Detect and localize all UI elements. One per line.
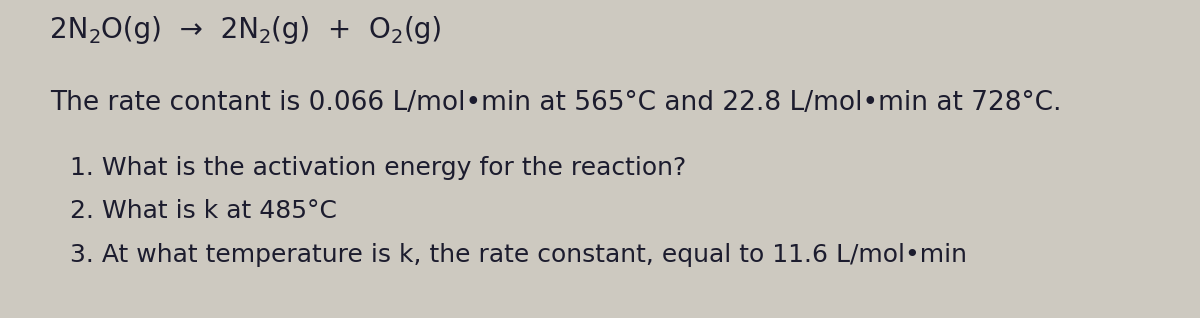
Text: 2. What is k at 485°C: 2. What is k at 485°C bbox=[70, 199, 337, 223]
Text: 2: 2 bbox=[391, 28, 403, 47]
Text: 2: 2 bbox=[259, 28, 271, 47]
Text: The rate contant is 0.066 L/mol•min at 565°C and 22.8 L/mol•min at 728°C.: The rate contant is 0.066 L/mol•min at 5… bbox=[50, 90, 1062, 116]
Text: 2N: 2N bbox=[50, 16, 89, 44]
Text: (g)  +  O: (g) + O bbox=[271, 16, 391, 44]
Text: 2: 2 bbox=[89, 28, 101, 47]
Text: O(g)  →  2N: O(g) → 2N bbox=[101, 16, 259, 44]
Text: (g): (g) bbox=[403, 16, 443, 44]
Text: 1. What is the activation energy for the reaction?: 1. What is the activation energy for the… bbox=[70, 156, 686, 180]
Text: 3. At what temperature is k, the rate constant, equal to 11.6 L/mol•min: 3. At what temperature is k, the rate co… bbox=[70, 243, 967, 267]
